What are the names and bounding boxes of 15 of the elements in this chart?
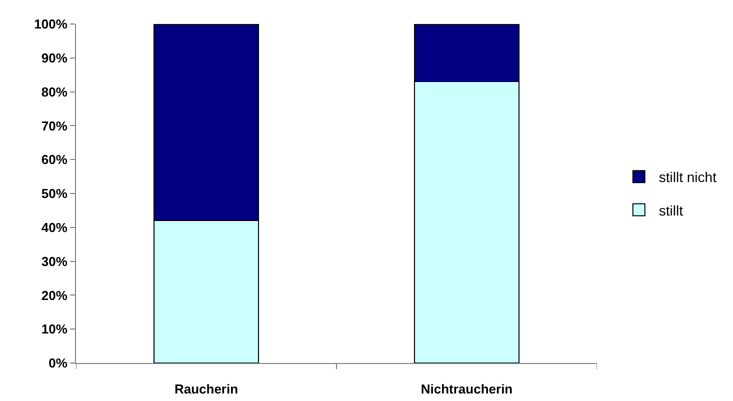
legend-label: stillt [658,202,684,218]
y-tick-label: 10% [41,322,68,337]
y-tick-label: 70% [41,118,68,134]
y-tick-label: 50% [41,186,68,202]
y-tick-label: 40% [41,220,68,235]
y-tick-label: 30% [41,254,68,269]
y-tick-label: 80% [41,84,68,100]
y-tick-label: 0% [48,356,68,371]
y-tick-label: 90% [41,50,68,66]
y-tick-label: 60% [41,152,68,168]
x-tick-label: Nichtraucherin [420,382,513,397]
y-tick-label: 20% [41,288,68,303]
y-tick-label: 100% [34,16,68,32]
legend-label: stillt nicht [658,169,717,186]
x-tick-label: Raucherin [174,382,238,397]
